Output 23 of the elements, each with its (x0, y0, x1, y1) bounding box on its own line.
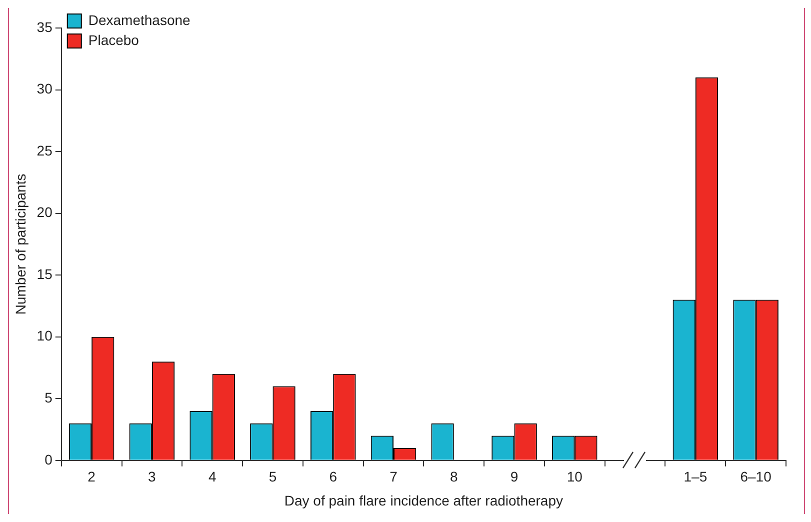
legend-label: Placebo (88, 32, 140, 48)
y-tick-label: 25 (36, 142, 53, 158)
x-tick-label: 7 (390, 468, 398, 485)
x-tick-label: 3 (148, 468, 156, 485)
x-tick-label: 4 (208, 468, 216, 485)
y-tick-label: 0 (44, 451, 53, 468)
y-tick-label: 5 (44, 389, 53, 406)
y-tick-label: 35 (36, 18, 53, 35)
x-tick-label: 9 (510, 468, 518, 485)
x-tick-label: 6–10 (740, 468, 772, 485)
x-tick-label: 6 (329, 468, 338, 485)
legend-label: Dexamethasone (88, 12, 191, 28)
x-axis-title: Day of pain flare incidence after radiotherapy (284, 492, 563, 508)
y-tick-label: 20 (36, 204, 53, 220)
y-tick-label: 15 (36, 266, 53, 282)
x-tick-label: 2 (88, 468, 96, 485)
x-tick-label: 5 (268, 468, 277, 485)
y-tick-label: 30 (36, 80, 53, 97)
x-tick-label: 8 (450, 468, 458, 485)
x-tick-label: 1–5 (684, 468, 708, 485)
y-axis-title: Number of participants (12, 174, 28, 315)
x-tick-label: 10 (566, 468, 583, 485)
y-tick-label: 10 (36, 328, 53, 344)
